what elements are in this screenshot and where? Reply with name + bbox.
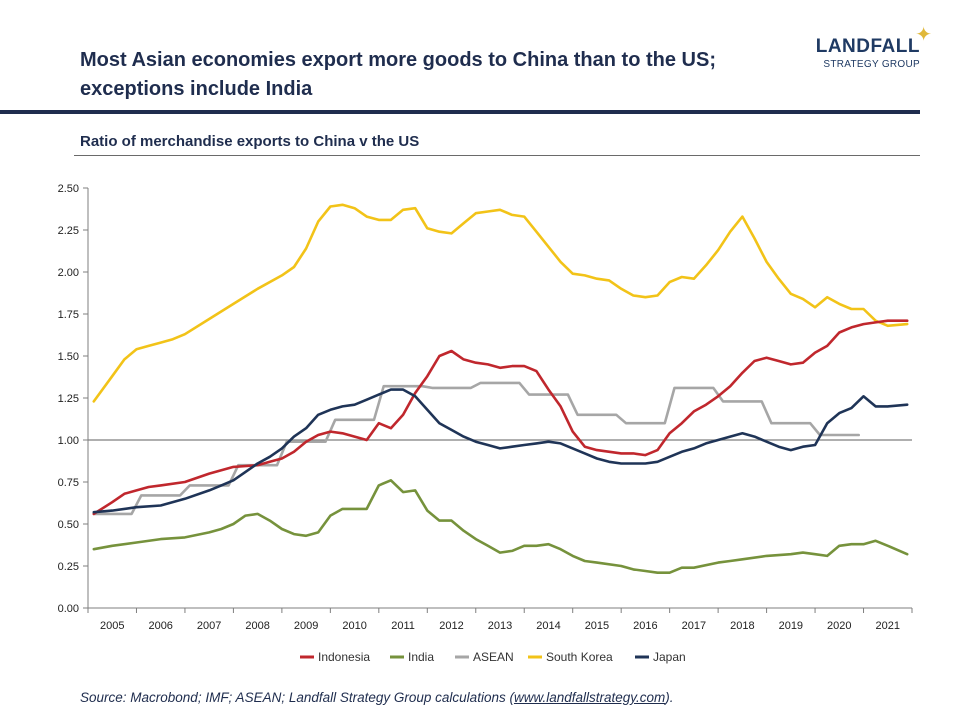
series-line-asean: [92, 381, 860, 516]
legend-item-asean: ASEAN: [455, 650, 514, 664]
legend-item-india: India: [390, 650, 434, 664]
x-tick-label: 2016: [633, 620, 657, 632]
series-line-indonesia: [92, 319, 909, 516]
x-tick-label: 2009: [294, 620, 318, 632]
x-tick-label: 2018: [730, 620, 754, 632]
series-line-japan: [92, 388, 909, 514]
y-tick-label: 1.50: [58, 351, 79, 363]
x-tick-label: 2007: [197, 620, 221, 632]
title-line-2: exceptions include India: [80, 78, 313, 100]
x-tick-label: 2019: [779, 620, 803, 632]
legend-label-india: India: [408, 650, 434, 664]
y-tick-label: 2.25: [58, 225, 79, 237]
x-tick-label: 2010: [342, 620, 366, 632]
legend-label-asean: ASEAN: [473, 650, 514, 664]
y-tick-label: 0.50: [58, 519, 79, 531]
header-divider: [0, 110, 920, 114]
source-note: Source: Macrobond; IMF; ASEAN; Landfall …: [80, 690, 674, 705]
sparkle-star-icon: ✦: [915, 24, 932, 46]
x-tick-label: 2008: [245, 620, 269, 632]
x-tick-label: 2015: [585, 620, 609, 632]
y-tick-label: 0.00: [58, 603, 79, 615]
x-tick-label: 2014: [536, 620, 560, 632]
logo-main-text: LANDFALL: [815, 36, 920, 57]
y-tick-label: 1.75: [58, 309, 79, 321]
landfall-logo: ✦ LANDFALL STRATEGY GROUP: [810, 24, 932, 74]
x-tick-label: 2020: [827, 620, 851, 632]
y-tick-label: 0.75: [58, 477, 79, 489]
subtitle-divider: [74, 155, 920, 156]
x-tick-label: 2013: [488, 620, 512, 632]
y-tick-label: 1.25: [58, 393, 79, 405]
x-tick-label: 2006: [148, 620, 172, 632]
x-tick-label: 2005: [100, 620, 124, 632]
chart-subtitle: Ratio of merchandise exports to China v …: [80, 133, 420, 150]
legend-label-south-korea: South Korea: [546, 650, 613, 664]
y-tick-label: 0.25: [58, 561, 79, 573]
legend-label-japan: Japan: [653, 650, 686, 664]
source-prefix: Source: Macrobond; IMF; ASEAN; Landfall …: [80, 690, 514, 705]
x-tick-label: 2012: [439, 620, 463, 632]
y-tick-label: 1.00: [58, 435, 79, 447]
legend-item-japan: Japan: [635, 650, 686, 664]
y-tick-label: 2.50: [58, 183, 79, 195]
logo-sub-text: STRATEGY GROUP: [823, 59, 920, 70]
line-chart: 0.00 0.25 0.50 0.75 1.00 1.25 1.50 1.75 2.00 2.25…: [58, 183, 913, 664]
x-tick-label: 2017: [682, 620, 706, 632]
title-line-1: Most Asian economies export more goods t…: [80, 49, 716, 71]
y-tick-label: 2.00: [58, 267, 79, 279]
series-line-south-korea: [92, 203, 909, 403]
source-suffix: ).: [665, 690, 674, 705]
legend-label-indonesia: Indonesia: [318, 650, 370, 664]
x-tick-label: 2011: [391, 620, 415, 632]
legend-item-south-korea: South Korea: [528, 650, 613, 664]
chart-title: Most Asian economies export more goods t…: [80, 46, 780, 104]
series-line-india: [92, 479, 909, 574]
x-tick-label: 2021: [876, 620, 900, 632]
legend-item-indonesia: Indonesia: [300, 650, 370, 664]
source-link[interactable]: www.landfallstrategy.com: [513, 690, 666, 705]
